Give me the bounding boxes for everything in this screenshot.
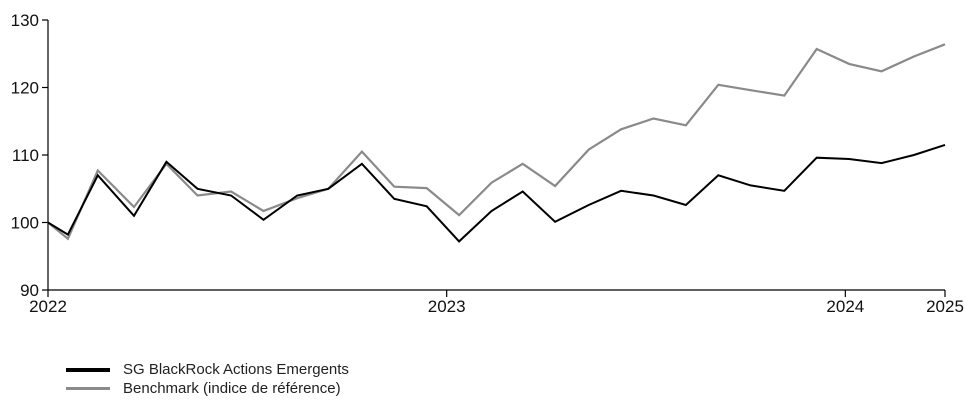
legend-swatch-benchmark xyxy=(66,387,110,390)
x-tick-label: 2024 xyxy=(826,297,864,316)
legend-label-benchmark: Benchmark (indice de référence) xyxy=(123,380,341,397)
series-line-fund xyxy=(47,143,946,243)
y-tick-label: 110 xyxy=(12,146,39,165)
chart-series xyxy=(47,43,946,243)
x-tick-label: 2025 xyxy=(926,297,964,316)
y-tick-label: 90 xyxy=(20,281,39,300)
chart-legend: SG BlackRock Actions Emergents Benchmark… xyxy=(66,360,349,398)
chart-axes: 90 100 110 120 130 2022 2023 2024 2025 xyxy=(11,11,964,316)
y-tick-label: 100 xyxy=(11,214,39,233)
legend-swatch-fund xyxy=(66,367,110,372)
legend-label-fund: SG BlackRock Actions Emergents xyxy=(123,361,349,378)
x-tick-label: 2023 xyxy=(428,297,466,316)
y-tick-label: 130 xyxy=(11,11,39,30)
x-tick-label: 2022 xyxy=(29,297,67,316)
y-tick-label: 120 xyxy=(11,79,39,98)
series-line-benchmark xyxy=(47,43,946,241)
legend-item-benchmark: Benchmark (indice de référence) xyxy=(66,379,349,398)
legend-item-fund: SG BlackRock Actions Emergents xyxy=(66,360,349,379)
